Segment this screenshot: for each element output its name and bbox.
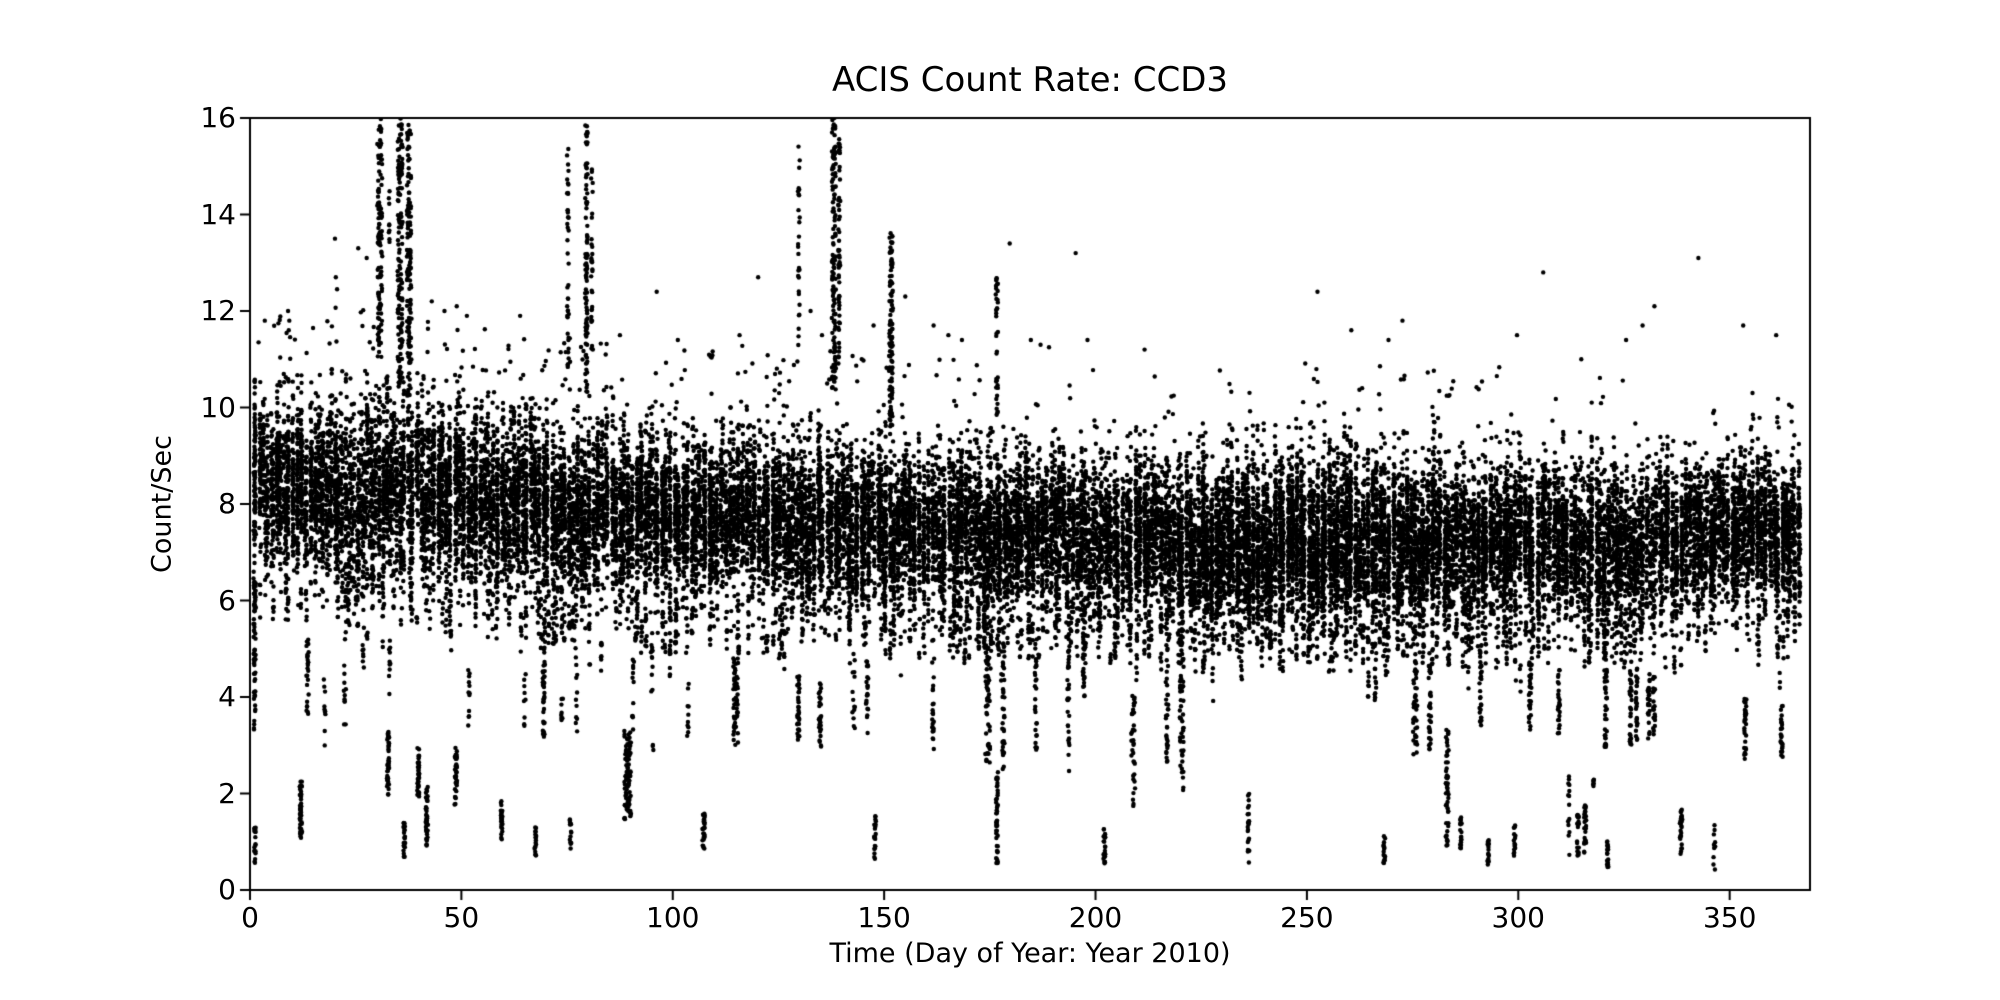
- y-tick-label: 4: [218, 680, 236, 713]
- x-tick-label: 350: [1702, 901, 1757, 934]
- y-tick-label: 14: [200, 197, 236, 231]
- x-tick-label: 200: [1068, 901, 1123, 934]
- x-tick-label: 100: [646, 901, 700, 934]
- x-tick-label: 300: [1491, 901, 1546, 934]
- y-tick-label: 6: [218, 583, 236, 617]
- x-tick-label: 150: [857, 901, 911, 934]
- x-tick-label: 0: [241, 901, 259, 934]
- y-tick-label: 12: [200, 294, 236, 327]
- x-tick-label: 250: [1280, 901, 1334, 934]
- y-tick-label: 0: [218, 873, 236, 906]
- chart-title: ACIS Count Rate: CCD3: [831, 60, 1229, 100]
- x-tick-label: 50: [443, 901, 480, 934]
- y-tick-label: 16: [200, 101, 236, 134]
- y-tick-label: 2: [218, 776, 236, 810]
- x-axis-label: Time (Day of Year: Year 2010): [829, 938, 1231, 969]
- y-tick-label: 8: [218, 487, 236, 520]
- y-tick-label: 10: [200, 390, 236, 424]
